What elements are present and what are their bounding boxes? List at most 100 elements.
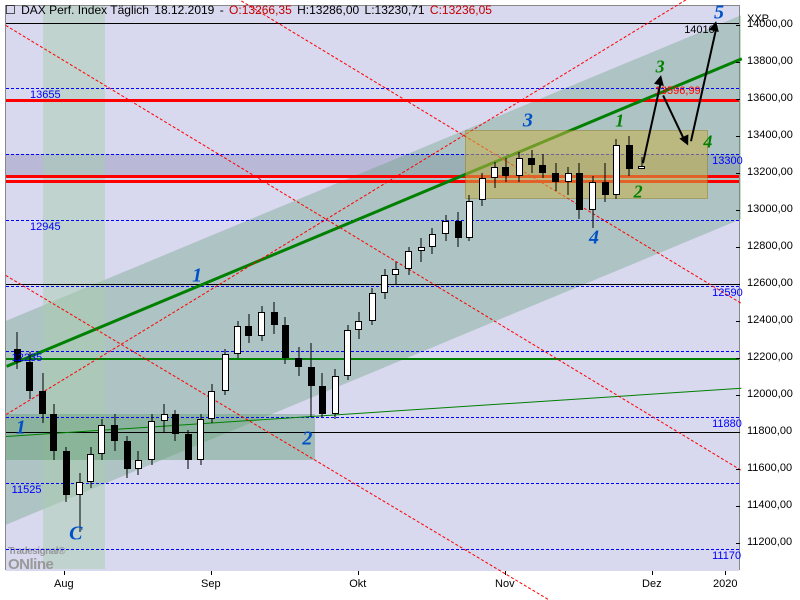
hline-label: 12235 bbox=[10, 352, 45, 364]
candle bbox=[491, 6, 498, 571]
candle bbox=[185, 6, 192, 571]
wave-label: C bbox=[69, 522, 82, 545]
wave-label: 1 bbox=[16, 417, 26, 440]
candle bbox=[319, 6, 326, 571]
wave-label: 1 bbox=[615, 110, 624, 131]
candle bbox=[405, 6, 412, 571]
ohlc-low: L:13230,71 bbox=[365, 3, 425, 17]
candle bbox=[516, 6, 523, 571]
candle bbox=[369, 6, 376, 571]
title-bar: ☐ DAX Perf. Index Täglich 18.12.2019 - O… bbox=[5, 3, 494, 17]
candle bbox=[392, 6, 399, 571]
hline-label: 11170 bbox=[710, 550, 743, 562]
candle bbox=[355, 6, 362, 571]
candle bbox=[172, 6, 179, 571]
hline-label: 11525 bbox=[10, 484, 44, 496]
candle bbox=[271, 6, 278, 571]
hline-label: 13300 bbox=[710, 155, 745, 167]
wave-label: 4 bbox=[703, 132, 712, 153]
candle bbox=[381, 6, 388, 571]
x-tick: Nov bbox=[495, 578, 515, 590]
x-axis: Aug Sep Okt Nov Dez 2020 bbox=[5, 575, 740, 600]
y-tick: 12400,00 bbox=[747, 314, 793, 326]
candle bbox=[295, 6, 302, 571]
candle bbox=[76, 6, 83, 571]
candle bbox=[466, 6, 473, 571]
candle bbox=[479, 6, 486, 571]
plot-area: 13596,9913655133001294512590122351188011… bbox=[5, 5, 740, 570]
candle bbox=[589, 6, 596, 571]
x-tick: Okt bbox=[349, 578, 366, 590]
ohlc-high: H:13286,00 bbox=[297, 3, 359, 17]
candle bbox=[258, 6, 265, 571]
y-tick: 13400,00 bbox=[747, 129, 793, 141]
candle bbox=[576, 6, 583, 571]
candle bbox=[552, 6, 559, 571]
wave-label: 2 bbox=[634, 182, 643, 203]
chart-container: 13596,9913655133001294512590122351188011… bbox=[0, 0, 800, 600]
candle bbox=[161, 6, 168, 571]
candle bbox=[111, 6, 118, 571]
y-tick: 12600,00 bbox=[747, 277, 793, 289]
candle bbox=[135, 6, 142, 571]
wave-label: 3 bbox=[656, 57, 665, 78]
candle bbox=[245, 6, 252, 571]
wave-label: 3 bbox=[523, 109, 533, 132]
candle bbox=[63, 6, 70, 571]
candle bbox=[148, 6, 155, 571]
y-tick: 11600,00 bbox=[747, 462, 792, 474]
y-tick: 13000,00 bbox=[747, 203, 793, 215]
y-tick: 11800,00 bbox=[747, 425, 792, 437]
hline-label: 11880 bbox=[710, 418, 744, 430]
candle bbox=[208, 6, 215, 571]
x-tick: 2020 bbox=[713, 578, 737, 590]
candle bbox=[565, 6, 572, 571]
candle bbox=[234, 6, 241, 571]
x-tick: Aug bbox=[54, 578, 74, 590]
ohlc-open: O:13266,35 bbox=[229, 3, 292, 17]
candle bbox=[502, 6, 509, 571]
y-axis: XXP 11200,0011400,0011600,0011800,001200… bbox=[745, 5, 800, 570]
candle bbox=[332, 6, 339, 571]
candle bbox=[124, 6, 131, 571]
candle bbox=[308, 6, 315, 571]
candle bbox=[282, 6, 289, 571]
y-tick: 12800,00 bbox=[747, 240, 793, 252]
candle bbox=[638, 6, 645, 571]
y-tick: 11400,00 bbox=[747, 499, 792, 511]
candle bbox=[418, 6, 425, 571]
wave-label: 4 bbox=[589, 226, 599, 249]
candle bbox=[222, 6, 229, 571]
candle bbox=[626, 6, 633, 571]
y-tick: 12200,00 bbox=[747, 351, 793, 363]
symbol-marker: ☐ bbox=[5, 3, 16, 17]
hline-label: 12945 bbox=[28, 221, 63, 233]
chart-title: DAX Perf. Index Täglich bbox=[21, 3, 149, 17]
candle bbox=[344, 6, 351, 571]
y-tick: 13800,00 bbox=[747, 55, 793, 67]
x-tick: Dez bbox=[642, 578, 662, 590]
wave-label: 2 bbox=[302, 428, 312, 451]
ohlc-close: C:13236,05 bbox=[430, 3, 492, 17]
candle bbox=[528, 6, 535, 571]
y-tick: 13200,00 bbox=[747, 166, 793, 178]
y-tick: 12000,00 bbox=[747, 388, 793, 400]
hline-label: 13655 bbox=[28, 89, 63, 101]
wave-label: 5 bbox=[714, 2, 724, 25]
candle bbox=[602, 6, 609, 571]
y-tick: 13600,00 bbox=[747, 92, 793, 104]
candle bbox=[442, 6, 449, 571]
x-tick: Sep bbox=[201, 578, 221, 590]
sep: - bbox=[220, 3, 224, 17]
hline-label: 12590 bbox=[710, 287, 745, 299]
candle bbox=[197, 6, 204, 571]
candle bbox=[613, 6, 620, 571]
y-tick: 11200,00 bbox=[747, 536, 792, 548]
wave-label: 1 bbox=[192, 265, 202, 288]
y-tick: 14000,00 bbox=[747, 18, 793, 30]
chart-date: 18.12.2019 bbox=[154, 3, 214, 17]
candle bbox=[98, 6, 105, 571]
candle bbox=[429, 6, 436, 571]
candle bbox=[87, 6, 94, 571]
candle bbox=[539, 6, 546, 571]
